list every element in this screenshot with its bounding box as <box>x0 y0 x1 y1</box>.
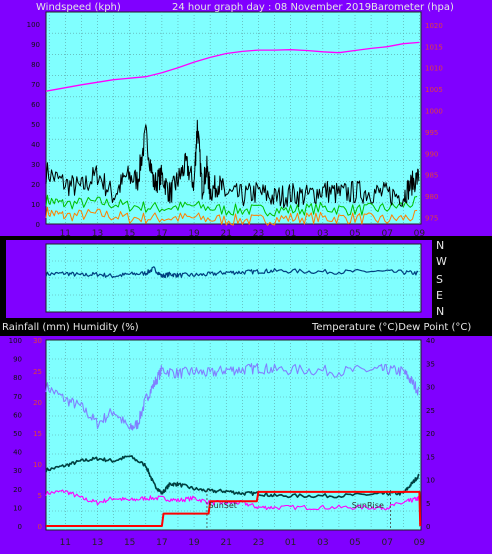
barometer-tick: 990 <box>425 150 438 158</box>
panel1-xtick: 09 <box>414 229 426 239</box>
panel1-xtick: 15 <box>124 229 135 239</box>
humidity-tick: 50 <box>13 430 22 438</box>
panel-divider-1 <box>0 236 492 240</box>
rainfall-tick: 15 <box>33 430 42 438</box>
wind-average-line <box>45 194 418 217</box>
windspeed-label: Windspeed (kph) <box>36 2 121 13</box>
rainfall-tick: 25 <box>33 368 42 376</box>
barometer-tick: 995 <box>425 129 438 137</box>
temperature-tick: 20 <box>426 430 435 438</box>
temp-dewpoint-label: Temperature (°C)Dew Point (°C) <box>311 322 471 333</box>
dir-label-w: W <box>436 255 447 268</box>
humidity-tick: 100 <box>9 337 22 345</box>
rainfall-tick: 0 <box>38 523 42 531</box>
barometer-tick: 1020 <box>425 22 443 30</box>
temperature-line <box>45 455 420 499</box>
wind-low-line <box>45 206 418 226</box>
temperature-tick: 30 <box>426 384 435 392</box>
windspeed-tick: 100 <box>27 21 40 29</box>
barometer-tick: 1000 <box>425 108 443 116</box>
panel3-xtick: 21 <box>221 538 232 548</box>
temperature-tick: 25 <box>426 407 435 415</box>
panel1-xtick: 17 <box>156 229 167 239</box>
humidity-tick: 70 <box>13 393 22 401</box>
humidity-tick: 90 <box>13 356 22 364</box>
panel1-xtick: 13 <box>92 229 103 239</box>
windspeed-tick: 20 <box>31 181 40 189</box>
panel1-xtick: 19 <box>188 229 200 239</box>
panel3-xtick: 19 <box>188 538 200 548</box>
windspeed-tick: 70 <box>31 81 40 89</box>
rainfall-tick: 20 <box>33 399 42 407</box>
windspeed-tick: 60 <box>31 101 40 109</box>
humidity-tick: 0 <box>18 523 22 531</box>
barometer-tick: 985 <box>425 172 438 180</box>
humidity-tick: 10 <box>13 504 22 512</box>
barometer-tick: 980 <box>425 193 438 201</box>
sunset-label: SunSet <box>209 501 237 510</box>
windspeed-tick: 0 <box>36 221 40 229</box>
temperature-tick: 5 <box>426 500 430 508</box>
panel1-xtick: 01 <box>285 229 296 239</box>
windspeed-tick: 80 <box>31 61 40 69</box>
rainfall-tick: 30 <box>33 337 42 345</box>
rainfall-tick: 10 <box>33 461 42 469</box>
panel3-xtick: 03 <box>317 538 328 548</box>
panel3-xtick: 11 <box>60 538 71 548</box>
windspeed-tick: 50 <box>31 121 40 129</box>
barometer-tick: 1005 <box>425 86 443 94</box>
humidity-tick: 80 <box>13 374 22 382</box>
barometer-tick: 975 <box>425 215 438 223</box>
windspeed-tick: 90 <box>31 41 40 49</box>
panel3-xtick: 01 <box>285 538 296 548</box>
barometer-line <box>45 41 420 92</box>
dir-label-n-top: N <box>436 239 444 252</box>
panel1-xtick: 07 <box>381 229 392 239</box>
humidity-line <box>45 363 420 431</box>
temperature-tick: 15 <box>426 453 435 461</box>
panel3-xtick: 07 <box>381 538 392 548</box>
dir-label-n-bottom: N <box>436 305 444 318</box>
panel1-xtick: 21 <box>221 229 232 239</box>
chart-layer: 0102030405060708090100975980985990995100… <box>9 12 443 548</box>
panel3-xtick: 05 <box>349 538 360 548</box>
humidity-tick: 40 <box>13 449 22 457</box>
temperature-tick: 35 <box>426 360 435 368</box>
rainfall-tick: 5 <box>38 492 42 500</box>
panel3-xtick: 13 <box>92 538 103 548</box>
panel1-xtick: 11 <box>60 229 71 239</box>
humidity-tick: 60 <box>13 411 22 419</box>
humidity-tick: 20 <box>13 486 22 494</box>
barometer-tick: 1010 <box>425 65 443 73</box>
temperature-tick: 10 <box>426 477 435 485</box>
panel3-xtick: 23 <box>253 538 264 548</box>
humidity-tick: 30 <box>13 467 22 475</box>
windspeed-line <box>45 119 420 209</box>
dir-label-e: E <box>436 289 443 302</box>
panel3-xtick: 09 <box>414 538 426 548</box>
panel1-xtick: 03 <box>317 229 328 239</box>
temperature-tick: 40 <box>426 337 435 345</box>
panel3-xtick: 15 <box>124 538 135 548</box>
panel3-xtick: 17 <box>156 538 167 548</box>
panel1-xtick: 23 <box>253 229 264 239</box>
windspeed-tick: 10 <box>31 201 40 209</box>
panel1-xtick: 05 <box>349 229 360 239</box>
temperature-tick: 0 <box>426 523 430 531</box>
windspeed-tick: 40 <box>31 141 40 149</box>
graph-title: 24 hour graph day : 08 November 2019 <box>172 2 371 13</box>
dir-label-s: S <box>436 273 443 286</box>
rainfall-line <box>46 490 422 527</box>
windspeed-tick: 30 <box>31 161 40 169</box>
sunrise-label: SunRise <box>352 501 384 510</box>
barometer-label: Barometer (hpa) <box>371 2 454 13</box>
direction-line <box>45 266 419 279</box>
barometer-tick: 1015 <box>425 43 443 51</box>
rain-humidity-label: Rainfall (mm) Humidity (%) <box>2 322 139 333</box>
